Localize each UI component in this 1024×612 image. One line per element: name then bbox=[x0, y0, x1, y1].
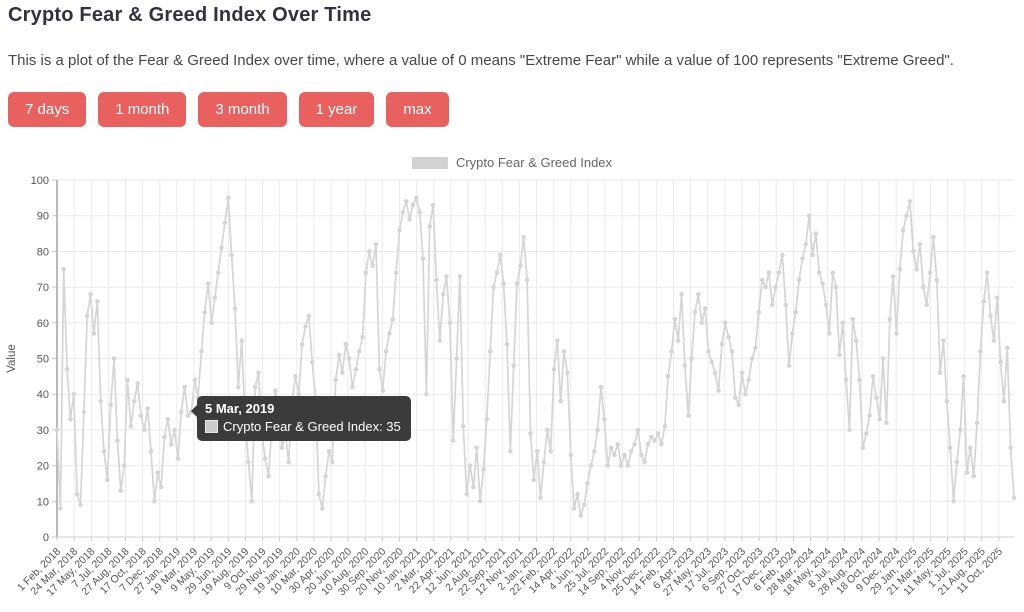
svg-text:90: 90 bbox=[37, 211, 49, 223]
tooltip-series-swatch-icon bbox=[205, 420, 218, 433]
svg-text:30: 30 bbox=[37, 425, 49, 437]
page-description: This is a plot of the Fear & Greed Index… bbox=[8, 52, 954, 69]
fear-greed-chart-container: Crypto Fear & Greed Index 0 10 20 30 40 50 60 7… bbox=[0, 145, 1024, 612]
range-button-1-month[interactable]: 1 month bbox=[98, 92, 187, 127]
chart-tooltip: 5 Mar, 2019 Crypto Fear & Greed Index: 3… bbox=[191, 396, 411, 441]
range-button-7-days[interactable]: 7 days bbox=[8, 92, 87, 127]
svg-text:70: 70 bbox=[37, 282, 49, 294]
svg-text:50: 50 bbox=[37, 354, 49, 366]
svg-text:80: 80 bbox=[37, 246, 49, 258]
legend-label: Crypto Fear & Greed Index bbox=[455, 155, 613, 170]
legend[interactable]: Crypto Fear & Greed Index bbox=[411, 155, 613, 170]
range-button-1-year[interactable]: 1 year bbox=[298, 92, 375, 127]
range-button-3-month[interactable]: 3 month bbox=[198, 92, 287, 127]
page-title: Crypto Fear & Greed Index Over Time bbox=[8, 4, 372, 26]
svg-text:100: 100 bbox=[31, 175, 49, 187]
svg-text:60: 60 bbox=[37, 318, 49, 330]
range-button-max[interactable]: max bbox=[386, 92, 449, 127]
range-buttons: 7 days 1 month 3 month 1 year max bbox=[8, 92, 449, 127]
svg-text:20: 20 bbox=[37, 461, 49, 473]
svg-text:40: 40 bbox=[37, 389, 49, 401]
legend-swatch-icon bbox=[411, 156, 448, 169]
svg-text:10: 10 bbox=[37, 496, 49, 508]
svg-text:Value: Value bbox=[6, 344, 18, 373]
tooltip-series-value: Crypto Fear & Greed Index: 35 bbox=[223, 419, 401, 434]
tooltip-date: 5 Mar, 2019 bbox=[205, 401, 275, 416]
svg-text:0: 0 bbox=[43, 532, 49, 544]
